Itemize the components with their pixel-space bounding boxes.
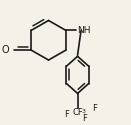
- Text: CF: CF: [72, 108, 83, 117]
- Text: O: O: [2, 45, 10, 55]
- Text: NH: NH: [78, 26, 91, 35]
- Text: F: F: [92, 104, 97, 113]
- Text: F: F: [82, 114, 87, 123]
- Text: F: F: [64, 110, 69, 119]
- Text: 3: 3: [81, 109, 85, 114]
